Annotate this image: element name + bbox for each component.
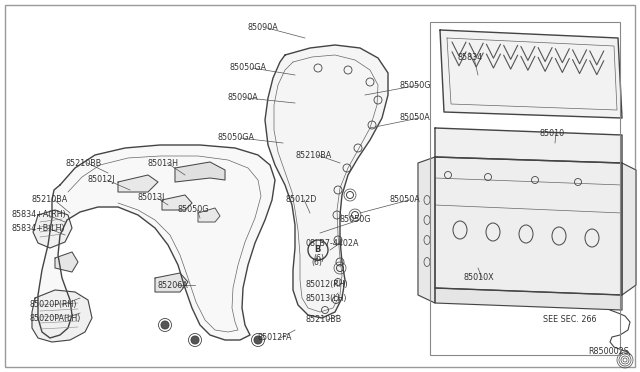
Text: (6): (6) — [311, 259, 322, 267]
Text: 85012(RH): 85012(RH) — [305, 280, 348, 289]
Text: 85210BB: 85210BB — [305, 315, 341, 324]
Polygon shape — [32, 290, 92, 342]
Bar — [430, 22, 620, 355]
Text: 85050G: 85050G — [340, 215, 371, 224]
Polygon shape — [38, 145, 275, 340]
Polygon shape — [55, 252, 78, 272]
Circle shape — [191, 336, 199, 344]
Text: 85010: 85010 — [540, 128, 565, 138]
Text: 85013H: 85013H — [148, 158, 179, 167]
Text: 85050GA: 85050GA — [230, 64, 267, 73]
Text: 85013J: 85013J — [138, 193, 165, 202]
Polygon shape — [265, 45, 388, 318]
Text: 85050A: 85050A — [390, 196, 420, 205]
Text: 85210BB: 85210BB — [65, 158, 101, 167]
Text: 85090A: 85090A — [248, 23, 279, 32]
Text: 85013(LH): 85013(LH) — [305, 294, 346, 302]
Polygon shape — [33, 210, 72, 248]
Text: 85210BA: 85210BA — [32, 196, 68, 205]
Text: 85010X: 85010X — [463, 273, 493, 282]
Circle shape — [161, 321, 169, 329]
Text: 85834: 85834 — [458, 54, 483, 62]
Text: 85206A: 85206A — [158, 280, 189, 289]
Polygon shape — [162, 195, 192, 210]
Text: 85050G: 85050G — [178, 205, 209, 215]
Text: 85050A: 85050A — [400, 113, 431, 122]
Text: 85050G: 85050G — [400, 80, 431, 90]
Circle shape — [254, 336, 262, 344]
Text: 08LB7-4402A: 08LB7-4402A — [305, 238, 358, 247]
Polygon shape — [155, 273, 188, 292]
Polygon shape — [622, 163, 636, 295]
Text: 85012D: 85012D — [285, 196, 316, 205]
Polygon shape — [118, 175, 158, 192]
Polygon shape — [435, 288, 622, 310]
Text: B: B — [314, 246, 321, 254]
Text: 85090A: 85090A — [228, 93, 259, 103]
Text: 85012J: 85012J — [88, 176, 115, 185]
Polygon shape — [440, 30, 622, 118]
Text: 85020PA(LH): 85020PA(LH) — [30, 314, 81, 323]
Text: SEE SEC. 266: SEE SEC. 266 — [543, 315, 596, 324]
Polygon shape — [198, 208, 220, 222]
Text: 85210BA: 85210BA — [295, 151, 332, 160]
Polygon shape — [435, 128, 622, 163]
Polygon shape — [435, 157, 622, 295]
Text: 85834+A(RH): 85834+A(RH) — [12, 211, 67, 219]
Text: 85012FA: 85012FA — [258, 334, 292, 343]
Polygon shape — [418, 157, 435, 303]
Text: 85020P(RH): 85020P(RH) — [30, 301, 77, 310]
Text: R850002S: R850002S — [588, 347, 629, 356]
Polygon shape — [175, 162, 225, 182]
Text: 85050GA: 85050GA — [218, 134, 255, 142]
Text: 85834+B(LH): 85834+B(LH) — [12, 224, 66, 232]
Text: (6): (6) — [313, 253, 324, 263]
